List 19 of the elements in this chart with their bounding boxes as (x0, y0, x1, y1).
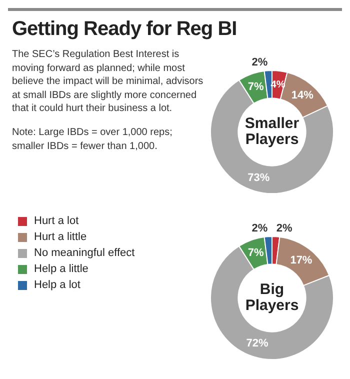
data-label: 73% (248, 172, 270, 184)
slice-label: Big Players (245, 281, 299, 314)
data-label: 2% (252, 222, 268, 235)
legend-label: Help a lot (34, 279, 80, 291)
data-label: 72% (246, 337, 268, 350)
data-label: 14% (291, 89, 314, 102)
data-label: 7% (248, 247, 264, 260)
text: Note: Large IBDs = over 1,000 reps; smaller IBDs = fewer than 1,000. (12, 126, 174, 153)
legend-label: Hurt a little (34, 231, 87, 243)
data-label: 17% (290, 254, 312, 266)
legend-label: Help a little (34, 263, 88, 275)
data-label: 2% (252, 56, 268, 69)
chart-title: Getting Ready for Reg BI (12, 18, 237, 41)
data-label: 2% (276, 222, 292, 235)
data-label: 7% (248, 81, 264, 94)
legend-label: No meaningful effect (34, 247, 135, 259)
slice-label: Smaller Players (244, 115, 300, 148)
legend-label: Hurt a lot (34, 215, 79, 227)
text: The SEC’s Regulation Best Interest is moving forward as planned; while most believe the impact will be minimal, advisors at small IBDs are slightly more concerned that it could hurt their business a lot. (12, 48, 204, 116)
